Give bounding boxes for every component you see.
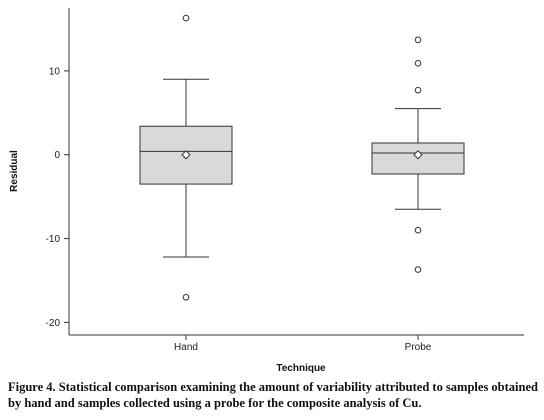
- outlier-point: [414, 226, 422, 234]
- boxes-layer: [139, 14, 465, 301]
- outlier-point: [182, 14, 190, 22]
- x-axis: Hand Probe: [69, 334, 524, 353]
- outlier-point: [414, 86, 422, 94]
- y-axis-title: Residual: [9, 150, 20, 192]
- y-tick-label: -20: [46, 318, 61, 329]
- y-axis: 10 0 -10 -20: [46, 8, 70, 335]
- box-group-probe: [371, 36, 465, 273]
- outlier-point: [414, 60, 422, 67]
- box-group-hand: [139, 14, 233, 301]
- y-tick-label: -10: [46, 234, 61, 245]
- figure-caption: Figure 4. Statistical comparison examini…: [8, 380, 538, 410]
- mean-diamond-marker: [181, 150, 191, 160]
- boxplot-chart: 10 0 -10 -20 Hand Probe Technique Residual: [9, 8, 524, 374]
- mean-diamond-marker: [413, 150, 423, 160]
- outlier-point: [414, 266, 422, 273]
- outlier-point: [182, 293, 190, 301]
- y-tick-label: 0: [54, 150, 60, 161]
- x-tick-label: Hand: [174, 342, 198, 353]
- y-tick-label: 10: [49, 66, 61, 77]
- outlier-point: [414, 36, 422, 44]
- x-axis-title: Technique: [276, 363, 326, 374]
- x-tick-label: Probe: [405, 342, 432, 353]
